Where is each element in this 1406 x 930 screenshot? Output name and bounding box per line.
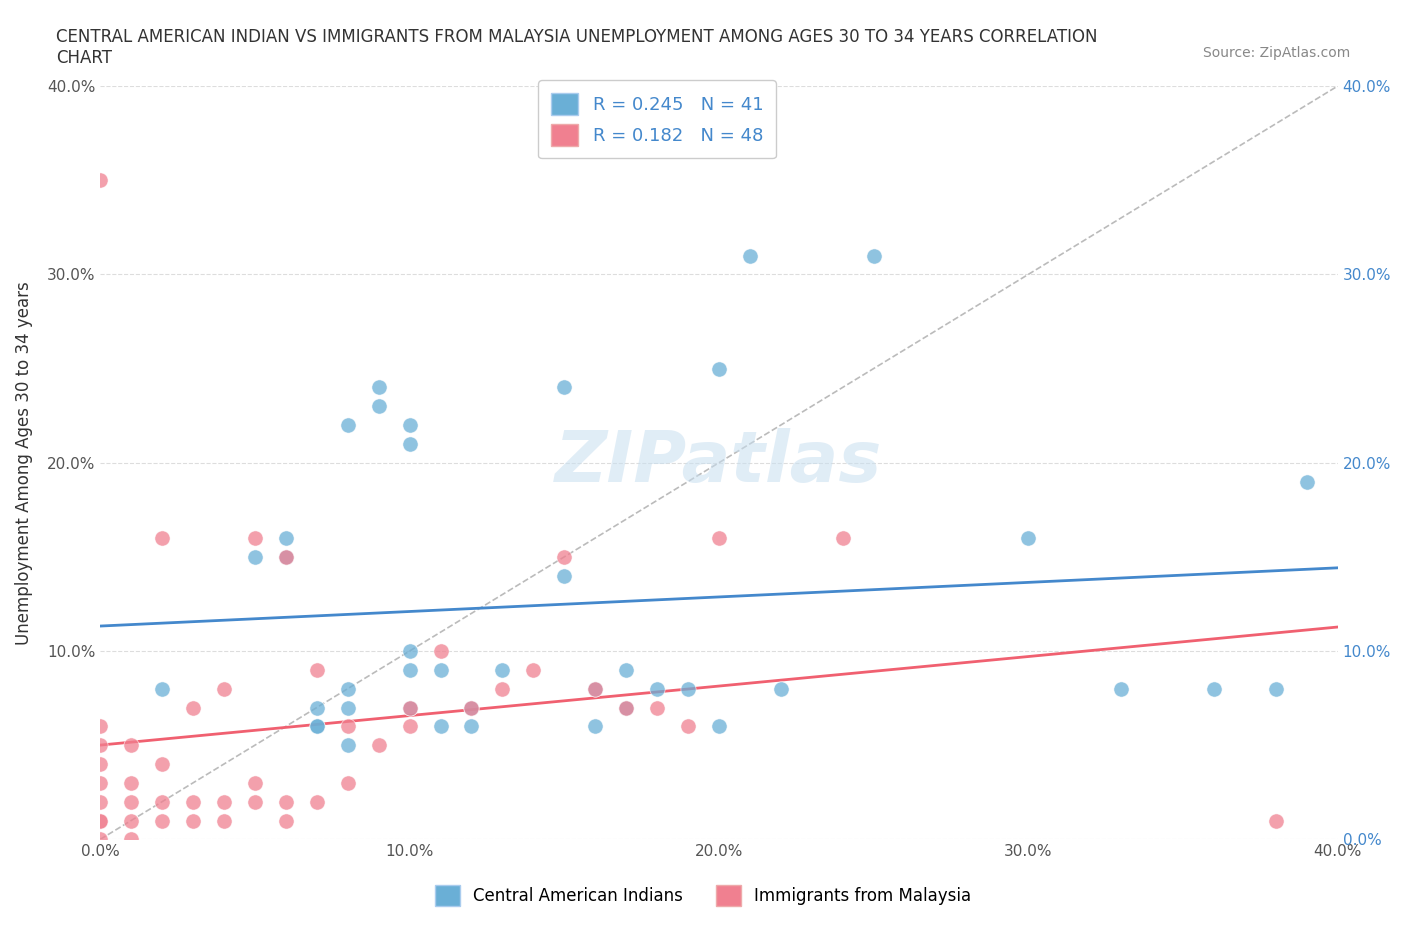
Point: [181, 813, 204, 828]
Point: [336, 418, 359, 432]
Point: [336, 700, 359, 715]
Point: [243, 794, 266, 809]
Point: [89, 813, 111, 828]
Point: [398, 700, 420, 715]
Point: [120, 737, 142, 752]
Point: [398, 700, 420, 715]
Point: [614, 662, 637, 677]
Point: [583, 719, 606, 734]
Point: [150, 794, 173, 809]
Point: [429, 719, 451, 734]
Point: [676, 682, 699, 697]
Point: [491, 682, 513, 697]
Point: [212, 794, 235, 809]
Point: [367, 737, 389, 752]
Point: [305, 719, 328, 734]
Point: [150, 757, 173, 772]
Point: [120, 794, 142, 809]
Point: [181, 700, 204, 715]
Point: [460, 700, 482, 715]
Point: [398, 418, 420, 432]
Point: [583, 682, 606, 697]
Point: [305, 662, 328, 677]
Point: [243, 776, 266, 790]
Point: [89, 776, 111, 790]
Point: [645, 682, 668, 697]
Point: [491, 662, 513, 677]
Point: [274, 550, 297, 565]
Point: [181, 794, 204, 809]
Point: [1264, 682, 1286, 697]
Point: [460, 719, 482, 734]
Point: [212, 813, 235, 828]
Point: [862, 248, 884, 263]
Point: [398, 644, 420, 658]
Point: [274, 531, 297, 546]
Point: [707, 361, 730, 376]
Point: [1295, 474, 1317, 489]
Point: [522, 662, 544, 677]
Point: [305, 794, 328, 809]
Point: [305, 719, 328, 734]
Point: [738, 248, 761, 263]
Point: [120, 832, 142, 847]
Point: [243, 531, 266, 546]
Point: [429, 644, 451, 658]
Point: [367, 380, 389, 395]
Point: [645, 700, 668, 715]
Point: [89, 719, 111, 734]
Point: [831, 531, 853, 546]
Legend: R = 0.245   N = 41, R = 0.182   N = 48: R = 0.245 N = 41, R = 0.182 N = 48: [538, 80, 776, 158]
Point: [367, 399, 389, 414]
Point: [89, 813, 111, 828]
Point: [274, 550, 297, 565]
Point: [150, 813, 173, 828]
Point: [120, 776, 142, 790]
Point: [336, 776, 359, 790]
Point: [150, 682, 173, 697]
Point: [553, 568, 575, 583]
Point: [336, 737, 359, 752]
Text: Source: ZipAtlas.com: Source: ZipAtlas.com: [1202, 46, 1350, 60]
Point: [769, 682, 792, 697]
Point: [243, 550, 266, 565]
Point: [1202, 682, 1225, 697]
Point: [707, 719, 730, 734]
Point: [553, 550, 575, 565]
Point: [150, 531, 173, 546]
Text: CENTRAL AMERICAN INDIAN VS IMMIGRANTS FROM MALAYSIA UNEMPLOYMENT AMONG AGES 30 T: CENTRAL AMERICAN INDIAN VS IMMIGRANTS FR…: [56, 28, 1098, 67]
Legend: Central American Indians, Immigrants from Malaysia: Central American Indians, Immigrants fro…: [427, 879, 979, 912]
Point: [1264, 813, 1286, 828]
Point: [1109, 682, 1132, 697]
Point: [614, 700, 637, 715]
Point: [614, 700, 637, 715]
Point: [707, 531, 730, 546]
Point: [336, 682, 359, 697]
Point: [583, 682, 606, 697]
Point: [1017, 531, 1039, 546]
Point: [676, 719, 699, 734]
Point: [89, 832, 111, 847]
Point: [305, 700, 328, 715]
Point: [429, 662, 451, 677]
Text: ZIPatlas: ZIPatlas: [555, 428, 883, 498]
Point: [89, 757, 111, 772]
Point: [274, 813, 297, 828]
Point: [398, 436, 420, 451]
Point: [336, 719, 359, 734]
Y-axis label: Unemployment Among Ages 30 to 34 years: Unemployment Among Ages 30 to 34 years: [15, 281, 32, 644]
Point: [212, 682, 235, 697]
Point: [120, 813, 142, 828]
Point: [274, 794, 297, 809]
Point: [89, 737, 111, 752]
Point: [89, 173, 111, 188]
Point: [398, 662, 420, 677]
Point: [89, 794, 111, 809]
Point: [398, 719, 420, 734]
Point: [553, 380, 575, 395]
Point: [460, 700, 482, 715]
